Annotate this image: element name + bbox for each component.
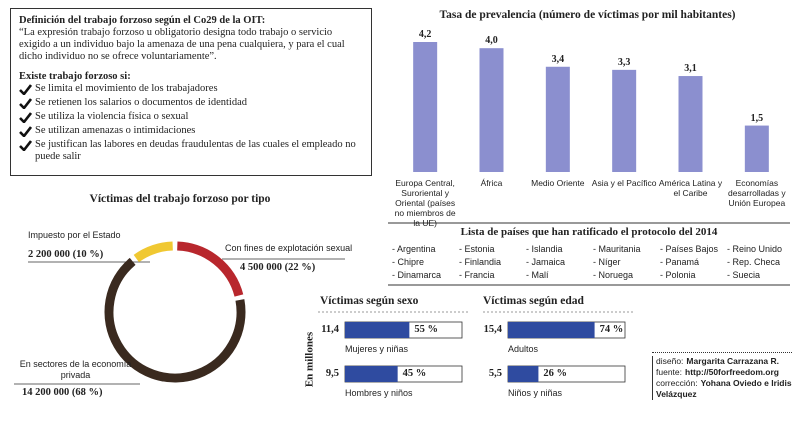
chart-title: Víctimas según edad — [483, 295, 584, 307]
countries-title: Lista de países que han ratificado el pr… — [460, 226, 718, 238]
country: - Mauritania — [593, 244, 641, 254]
value-label: 45 % — [402, 368, 427, 379]
country: - Malí — [526, 270, 549, 280]
value-label: 55 % — [414, 324, 438, 335]
bar — [479, 48, 504, 172]
country: - Países Bajos — [660, 244, 719, 254]
check-icon — [19, 126, 32, 137]
country: - Francia — [459, 270, 495, 280]
value-label: 2 200 000 (10 %) — [28, 249, 104, 260]
value-label: 4,2 — [418, 29, 432, 40]
legend-label: Impuesto por el Estado — [28, 230, 121, 240]
credit-value: http://50forfreedom.org — [685, 367, 779, 377]
value-label: 3,3 — [617, 56, 631, 68]
x-tick-label: América Latina y el Caribe — [658, 178, 723, 198]
check-icon — [19, 98, 32, 109]
legend-label: En sectores de la economía privada — [19, 359, 132, 380]
country: - Argentina — [392, 244, 436, 254]
category-label: Niños y niñas — [508, 388, 563, 398]
criteria-item: Se retienen los salarios o documentos de… — [19, 97, 363, 109]
bar — [345, 366, 398, 382]
bar — [508, 366, 539, 382]
credit-label: fuente: — [656, 367, 682, 377]
category-label: Adultos — [508, 344, 539, 354]
value-label: 1,5 — [750, 112, 764, 124]
country: - Níger — [593, 257, 621, 267]
credits: diseño: Margarita Carrazana R. fuente: http… — [652, 352, 792, 400]
x-tick-label: Europa Central, Suroriental y Oriental (… — [394, 178, 456, 228]
country: - Polonia — [660, 270, 696, 280]
criteria-item: Se utilizan amenazas o intimidaciones — [19, 125, 363, 137]
country: - Jamaica — [526, 257, 566, 267]
country: - Rep. Checa — [727, 257, 781, 267]
y-axis-label: En millones — [303, 331, 316, 388]
country: - Dinamarca — [392, 270, 442, 280]
bar — [545, 66, 570, 172]
criteria-text: Se utiliza la violencia física o sexual — [35, 111, 189, 122]
credit-label: corrección: — [656, 378, 698, 388]
credit-label: diseño: — [656, 356, 684, 366]
category-label: Mujeres y niñas — [345, 344, 409, 354]
criteria-item: Se justifican las labores en deudas frau… — [19, 139, 363, 163]
definition-box: Definición del trabajo forzoso según el … — [10, 8, 372, 176]
x-tick-label: África — [480, 178, 503, 188]
chart-title: Víctimas según sexo — [320, 295, 419, 307]
definition-text: “La expresión trabajo forzoso u obligato… — [19, 27, 345, 62]
criteria-list: Se limita el movimiento de los trabajado… — [19, 83, 363, 163]
value-label: 14 200 000 (68 %) — [22, 387, 103, 398]
bar — [744, 125, 769, 172]
check-icon — [19, 140, 32, 151]
country: - Reino Unido — [727, 244, 783, 254]
amount-label: 11,4 — [321, 324, 339, 335]
country: - Estonia — [459, 244, 495, 254]
chart-title: Víctimas del trabajo forzoso por tipo — [89, 193, 271, 205]
legend-label: Con fines de explotación sexual — [225, 243, 353, 253]
value-label: 4 500 000 (22 %) — [240, 262, 316, 273]
credit-row: corrección: Yohana Oviedo e Iridis Velázq… — [652, 378, 792, 400]
check-icon — [19, 112, 32, 123]
amount-label: 15,4 — [483, 324, 502, 335]
bar — [345, 322, 410, 338]
credit-row: fuente: http://50forfreedom.org — [652, 367, 792, 378]
criteria-text: Se utilizan amenazas o intimidaciones — [35, 125, 196, 136]
x-tick-label: Economías desarrolladas y Unión Europea — [728, 178, 786, 208]
criteria-item: Se limita el movimiento de los trabajado… — [19, 83, 363, 95]
x-tick-label: Asia y el Pacífico — [591, 178, 657, 188]
bar — [508, 322, 595, 338]
criteria-text: Se justifican las labores en deudas frau… — [35, 139, 356, 162]
x-tick-label: Medio Oriente — [531, 178, 585, 188]
value-label: 74 % — [599, 324, 624, 335]
bar — [612, 69, 637, 172]
country: - Finlandia — [459, 257, 502, 267]
value-label: 3,1 — [684, 63, 697, 75]
country: - Islandia — [526, 244, 563, 254]
donut-segment — [133, 241, 174, 263]
criteria-text: Se limita el movimiento de los trabajado… — [35, 83, 218, 94]
credit-value: Yohana Oviedo e Iridis Velázquez — [656, 378, 792, 399]
bar — [678, 76, 703, 172]
country: - Noruega — [593, 270, 634, 280]
check-icon — [19, 84, 32, 95]
country: - Chipre — [392, 257, 425, 267]
credit-value: Margarita Carrazana R. — [686, 356, 780, 366]
credit-row: diseño: Margarita Carrazana R. — [652, 356, 792, 367]
value-label: 4,0 — [485, 35, 498, 47]
country: - Suecia — [727, 270, 761, 280]
criteria-item: Se utiliza la violencia física o sexual — [19, 111, 363, 123]
donut-segment — [177, 241, 244, 297]
category-label: Hombres y niños — [345, 388, 413, 398]
value-label: 26 % — [543, 368, 568, 379]
criteria-title: Existe trabajo forzoso si: — [19, 71, 131, 82]
amount-label: 9,5 — [325, 368, 339, 379]
donut-segment — [104, 257, 246, 383]
value-label: 3,4 — [551, 53, 565, 65]
amount-label: 5,5 — [488, 368, 502, 379]
definition-title: Definición del trabajo forzoso según el … — [19, 15, 266, 26]
chart-title: Tasa de prevalencia (número de víctimas … — [439, 9, 736, 21]
criteria-text: Se retienen los salarios o documentos de… — [35, 97, 247, 108]
country: - Panamá — [660, 257, 700, 267]
bar — [413, 42, 438, 172]
